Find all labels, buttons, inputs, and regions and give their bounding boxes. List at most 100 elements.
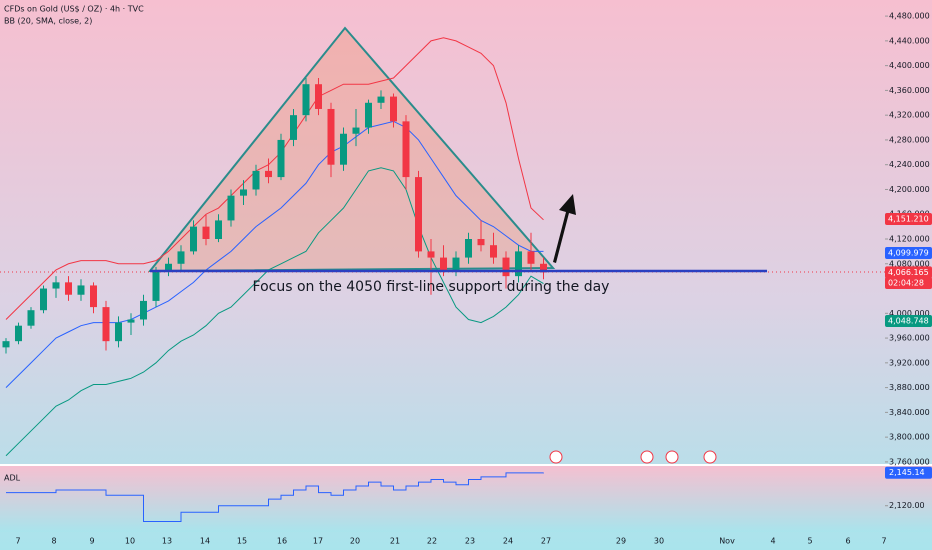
candle-body (2, 341, 10, 348)
candle-body (290, 115, 297, 140)
y-tick-label: 3,880.000 (889, 383, 930, 392)
candle-body (502, 257, 510, 277)
candle-body (77, 285, 85, 295)
x-tick-label: 14 (200, 537, 210, 546)
candle-body (215, 220, 222, 240)
candle-body (427, 251, 435, 258)
candle-body (90, 285, 97, 308)
price-tag (885, 466, 932, 479)
candle-body (52, 282, 60, 289)
x-tick-label: 6 (845, 537, 850, 546)
x-tick-label: Nov (719, 537, 735, 546)
price-tag-label: 02:04:28 (888, 279, 924, 288)
x-tick-label: 22 (427, 537, 437, 546)
candle-body (40, 288, 47, 311)
y-tick-label: 4,480.000 (889, 12, 930, 21)
chart-title: CFDs on Gold (US$ / OZ) · 4h · TVC (4, 5, 144, 14)
y-tick-label: 4,000.000 (889, 309, 930, 318)
y2-tick-label: 2,120.00 (889, 501, 925, 510)
candle-body (302, 84, 310, 116)
x-tick-label: 7 (15, 537, 20, 546)
price-tag-label: 4,099.979 (888, 249, 929, 258)
candle-body (540, 263, 547, 273)
y-tick-label: 3,760.000 (889, 457, 930, 466)
price-tag-label: 4,151.210 (888, 215, 929, 224)
indicator-label: BB (20, SMA, close, 2) (4, 17, 92, 26)
candle-body (65, 282, 72, 295)
price-tag (885, 277, 932, 289)
event-icons (549, 450, 717, 464)
x-tick-label: 27 (541, 537, 551, 546)
x-tick-label: 7 (881, 537, 886, 546)
y-tick-label: 4,360.000 (889, 86, 930, 95)
arrow (553, 194, 576, 263)
y2-tick-label: 2,145.14 (889, 468, 925, 477)
candle-body (252, 170, 260, 190)
y-tick-label: 3,800.000 (889, 433, 930, 442)
x-tick-label: 23 (465, 537, 475, 546)
y-tick-label: 4,080.000 (889, 259, 930, 268)
price-tag-label: 4,066.165 (888, 268, 929, 277)
y-tick-label: 3,960.000 (889, 334, 930, 343)
band-line (5, 120, 544, 388)
y-tick-label: 4,440.000 (889, 36, 930, 45)
price-tag (885, 247, 932, 259)
x-tick-label: 20 (350, 537, 360, 546)
x-tick-label: 17 (313, 537, 323, 546)
candle-body (352, 127, 360, 134)
candle-body (377, 96, 385, 103)
candle-body (15, 325, 22, 342)
x-tick-label: 9 (89, 537, 94, 546)
candle-body (190, 226, 197, 252)
x-tick-label: 16 (277, 537, 287, 546)
candle-body (227, 195, 235, 221)
candle-body (440, 257, 447, 270)
candle-body (527, 251, 535, 264)
candle-body (415, 177, 422, 252)
candle-body (165, 263, 172, 270)
candle-body (515, 251, 522, 277)
x-tick-label: 8 (51, 537, 56, 546)
adl-label: ADL (4, 474, 21, 483)
candle-body (315, 84, 322, 109)
band-line (5, 37, 544, 320)
price-tag (885, 266, 932, 279)
x-tick-label: 29 (616, 537, 626, 546)
price-tag (885, 315, 932, 327)
candle-body (452, 257, 460, 270)
candle-body (365, 102, 372, 128)
candle-body (390, 96, 397, 122)
annotation: Focus on the 4050 first-line support dur… (253, 279, 610, 295)
x-tick-label: 13 (162, 537, 172, 546)
x-tick-label: 10 (125, 537, 135, 546)
candle-body (402, 121, 410, 178)
candle-body (277, 139, 285, 178)
candle-body (327, 108, 335, 165)
y-tick-label: 4,240.000 (889, 160, 930, 169)
y-tick-label: 4,400.000 (889, 61, 930, 70)
candle-body (27, 310, 35, 326)
candle-body (102, 307, 110, 342)
candle-body (265, 170, 272, 178)
y-tick-label: 3,920.000 (889, 358, 930, 367)
candle-body (490, 245, 497, 258)
candle-body (140, 300, 147, 320)
candle-body (152, 269, 160, 301)
price-tag (885, 213, 932, 225)
candle-body (477, 239, 485, 246)
y-tick-label: 3,840.000 (889, 408, 930, 417)
x-tick-label: 24 (503, 537, 513, 546)
x-tick-label: 4 (770, 537, 775, 546)
x-tick-label: 5 (807, 537, 812, 546)
candle-body (340, 133, 347, 165)
x-tick-label: 21 (390, 537, 400, 546)
triangle-drawing (147, 26, 556, 273)
adl-line (6, 472, 544, 522)
x-tick-label: 15 (237, 537, 247, 546)
adl-pane (0, 465, 932, 532)
candle-body (240, 189, 247, 196)
y-tick-label: 4,120.000 (889, 235, 930, 244)
candle-body (127, 319, 135, 323)
candle-body (177, 251, 185, 264)
